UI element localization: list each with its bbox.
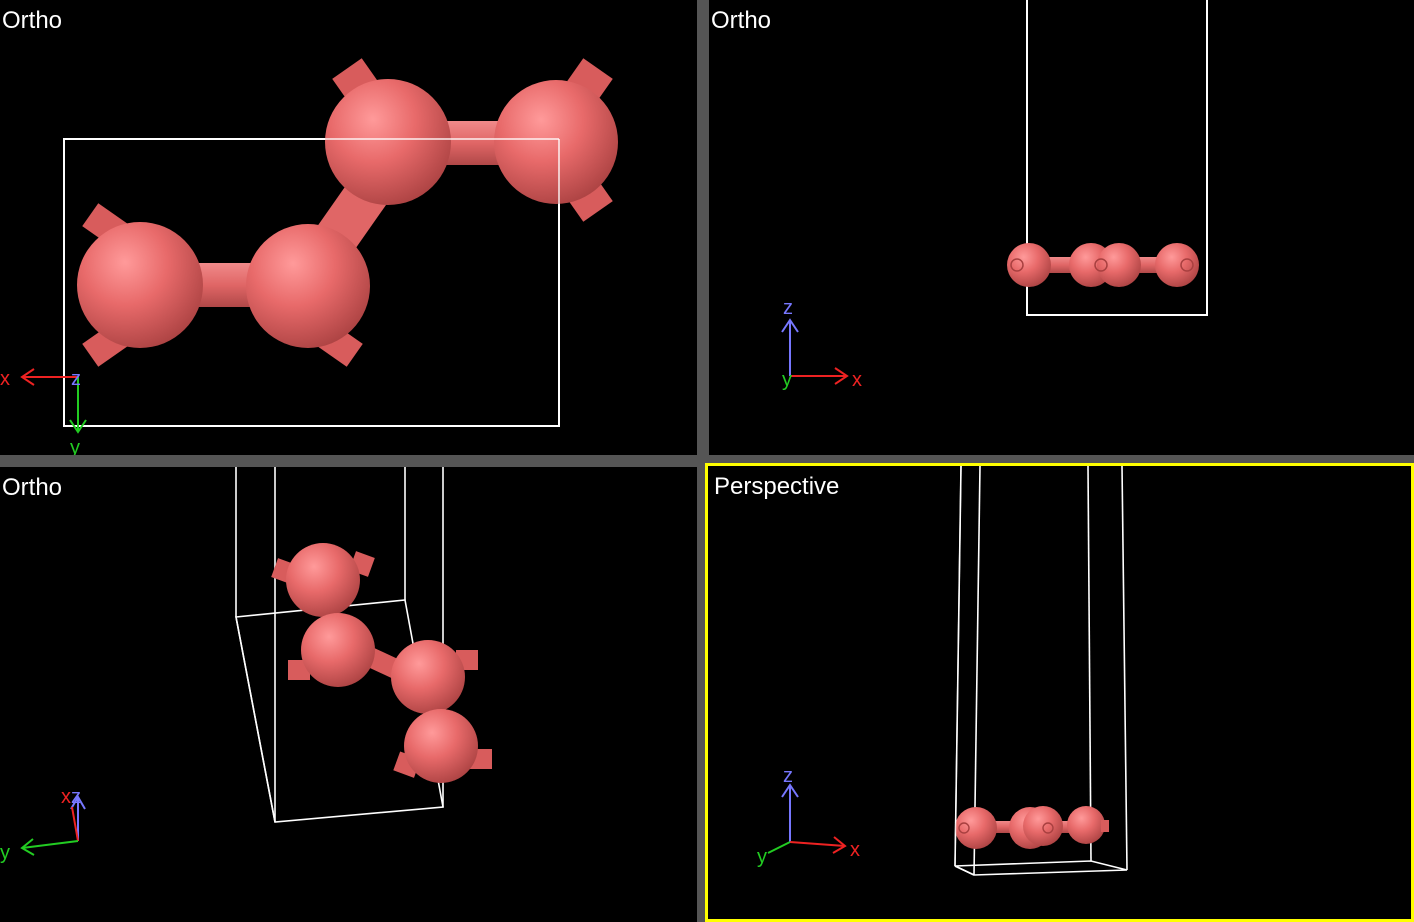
axis-label-x: x [61, 786, 71, 808]
bond [195, 263, 255, 307]
atom [1155, 243, 1199, 287]
axis-label-x: x [852, 369, 862, 391]
axis-label-z: z [71, 786, 81, 808]
axis-label-x: x [0, 368, 10, 390]
atom [494, 80, 618, 204]
scene-bottom-right: z y x [757, 466, 1128, 876]
atom [955, 807, 997, 849]
viewport-label: Perspective [714, 473, 840, 500]
atom [286, 543, 360, 617]
viewport-label: Ortho [2, 474, 63, 501]
axis-label-y: y [757, 846, 767, 868]
axis-label-z: z [783, 297, 793, 319]
axis-label-z: z [783, 765, 793, 787]
axes-gizmo: z y x [781, 297, 862, 391]
atom [404, 709, 478, 783]
atom [1067, 806, 1105, 844]
axes-gizmo: x z y [0, 786, 86, 864]
atom [325, 79, 451, 205]
viewport-top-left[interactable]: x z y Ortho [0, 0, 697, 455]
viewport-bottom-right[interactable]: z y x Perspective [705, 463, 1414, 922]
axis-label-x: x [850, 839, 860, 861]
atom [391, 640, 465, 714]
scene-bottom-left: x z y [0, 467, 492, 864]
atom [301, 613, 375, 687]
atom [1007, 243, 1051, 287]
axis-label-y: y [782, 369, 792, 391]
atom [1097, 243, 1141, 287]
scene-top-left: x z y [0, 58, 618, 455]
axes-gizmo: x z y [0, 368, 87, 455]
atom [246, 224, 370, 348]
atom [77, 222, 203, 348]
viewport-label: Ortho [2, 7, 63, 34]
axis-label-z: z [71, 368, 81, 390]
axis-label-y: y [70, 437, 80, 455]
axes-gizmo: z y x [757, 765, 860, 868]
unit-cell [1026, 0, 1208, 316]
axis-label-y: y [0, 842, 10, 864]
scene-top-right: z y x [781, 0, 1208, 391]
viewport-label: Ortho [711, 7, 772, 34]
viewport-bottom-left[interactable]: x z y Ortho [0, 467, 697, 922]
viewport-top-right[interactable]: z y x Ortho [709, 0, 1414, 455]
